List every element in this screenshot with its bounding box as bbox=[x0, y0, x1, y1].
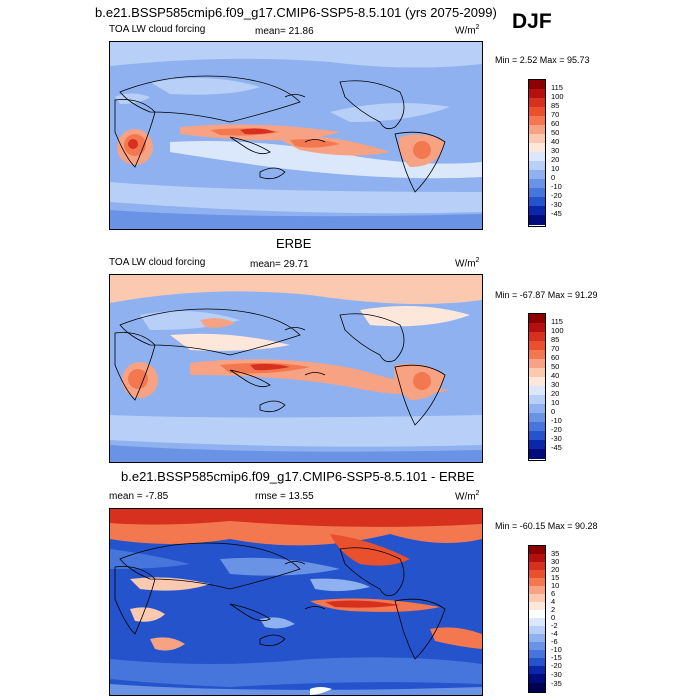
tick-label: 100 bbox=[551, 326, 564, 335]
tick-label: -10 bbox=[551, 645, 562, 654]
tick-label: 70 bbox=[551, 110, 560, 119]
panel3-rmse: rmse = 13.55 bbox=[255, 491, 314, 502]
tick-label: 60 bbox=[551, 119, 560, 128]
panel1-variable-label: TOA LW cloud forcing bbox=[109, 24, 206, 35]
tick-label: -6 bbox=[551, 637, 558, 646]
tick-label: -45 bbox=[551, 209, 562, 218]
panel2-minmax: Min = -67.87 Max = 91.29 bbox=[495, 290, 598, 300]
tick-label: 0 bbox=[551, 173, 556, 182]
panel3-contour-field bbox=[110, 509, 482, 695]
tick-label: 35 bbox=[551, 549, 560, 558]
tick-label: 30 bbox=[551, 146, 560, 155]
panel3-mean: mean = -7.85 bbox=[109, 491, 169, 502]
tick-label: -30 bbox=[551, 434, 562, 443]
tick-label: 50 bbox=[551, 362, 560, 371]
tick-label: 100 bbox=[551, 92, 564, 101]
tick-label: -45 bbox=[551, 443, 562, 452]
tick-label: -30 bbox=[551, 200, 562, 209]
tick-label: 115 bbox=[551, 317, 563, 326]
panel1-contour-field bbox=[110, 42, 482, 229]
tick-label: 4 bbox=[551, 597, 556, 606]
panel3-minmax: Min = -60.15 Max = 90.28 bbox=[495, 521, 598, 531]
tick-label: -15 bbox=[551, 653, 562, 662]
panel3-colorbar bbox=[528, 545, 546, 693]
panel2-heading: ERBE bbox=[276, 236, 312, 251]
tick-label: 85 bbox=[551, 101, 560, 110]
tick-label: -10 bbox=[551, 416, 562, 425]
tick-label: 15 bbox=[551, 573, 560, 582]
plot-title: b.e21.BSSP585cmip6.f09_g17.CMIP6-SSP5-8.… bbox=[95, 5, 497, 20]
tick-label: 2 bbox=[551, 605, 556, 614]
tick-label: 30 bbox=[551, 557, 560, 566]
panel2-colorbar bbox=[528, 313, 546, 461]
tick-label: 70 bbox=[551, 344, 560, 353]
panel3-units: W/m2 bbox=[455, 490, 480, 503]
tick-label: -35 bbox=[551, 679, 562, 688]
season-label: DJF bbox=[512, 10, 552, 33]
tick-label: 60 bbox=[551, 353, 560, 362]
panel3-map bbox=[109, 508, 483, 696]
panel1-mean: mean= 21.86 bbox=[255, 26, 314, 37]
tick-label: 10 bbox=[551, 164, 560, 173]
tick-label: 0 bbox=[551, 407, 556, 416]
panel1-map bbox=[109, 41, 483, 230]
tick-label: 10 bbox=[551, 581, 560, 590]
tick-label: -20 bbox=[551, 191, 562, 200]
panel2-units: W/m2 bbox=[455, 257, 480, 270]
tick-label: 85 bbox=[551, 335, 560, 344]
panel3-heading: b.e21.BSSP585cmip6.f09_g17.CMIP6-SSP5-8.… bbox=[121, 469, 475, 484]
tick-label: 40 bbox=[551, 137, 560, 146]
tick-label: 40 bbox=[551, 371, 560, 380]
panel1-colorbar bbox=[528, 79, 546, 227]
panel1-units: W/m2 bbox=[455, 24, 480, 37]
tick-label: 30 bbox=[551, 380, 560, 389]
tick-label: 6 bbox=[551, 589, 556, 598]
tick-label: 115 bbox=[551, 83, 563, 92]
panel1-minmax: Min = 2.52 Max = 95.73 bbox=[495, 55, 590, 65]
panel2-mean: mean= 29.71 bbox=[250, 259, 309, 270]
panel2-map bbox=[109, 274, 483, 463]
tick-label: 20 bbox=[551, 565, 560, 574]
tick-label: 50 bbox=[551, 128, 560, 137]
tick-label: 20 bbox=[551, 389, 560, 398]
tick-label: 20 bbox=[551, 155, 560, 164]
tick-label: 10 bbox=[551, 398, 560, 407]
tick-label: -2 bbox=[551, 621, 558, 630]
tick-label: -10 bbox=[551, 182, 562, 191]
panel2-variable-label: TOA LW cloud forcing bbox=[109, 257, 206, 268]
tick-label: -20 bbox=[551, 661, 562, 670]
tick-label: -20 bbox=[551, 425, 562, 434]
tick-label: -4 bbox=[551, 629, 558, 638]
panel2-contour-field bbox=[110, 275, 482, 462]
tick-label: -30 bbox=[551, 670, 562, 679]
tick-label: 0 bbox=[551, 613, 556, 622]
